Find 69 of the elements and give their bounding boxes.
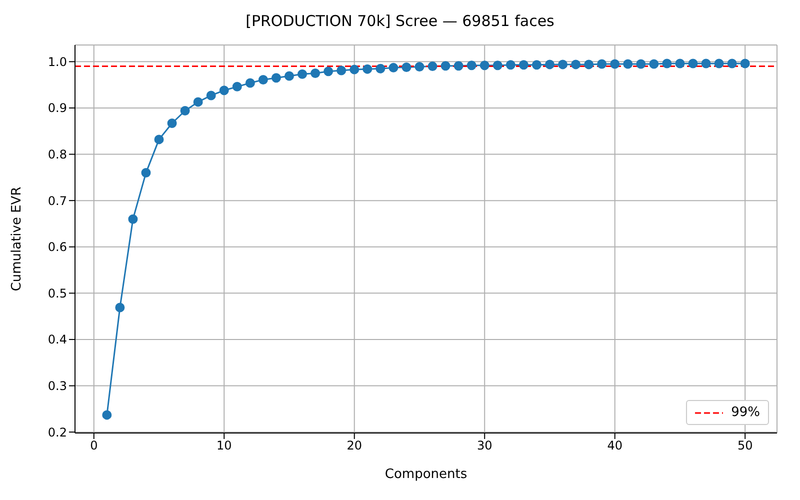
point bbox=[402, 62, 412, 72]
y-tick-label: 0.4 bbox=[48, 332, 67, 347]
point bbox=[154, 134, 164, 144]
point bbox=[284, 71, 294, 81]
point bbox=[506, 60, 516, 70]
chart-title: [PRODUCTION 70k] Scree — 69851 faces bbox=[244, 12, 556, 30]
point bbox=[466, 60, 476, 70]
point bbox=[128, 214, 138, 224]
point bbox=[440, 61, 450, 71]
point bbox=[219, 86, 229, 96]
y-axis-title: Cumulative EVR bbox=[10, 186, 25, 292]
point bbox=[584, 60, 594, 70]
point bbox=[571, 60, 581, 70]
y-tick-label: 0.3 bbox=[48, 379, 67, 394]
point bbox=[388, 62, 398, 72]
point bbox=[492, 60, 502, 70]
point bbox=[636, 59, 646, 69]
point bbox=[544, 60, 554, 70]
point bbox=[324, 66, 334, 76]
x-tick-label: 50 bbox=[737, 438, 753, 453]
point bbox=[180, 106, 190, 116]
x-tick-label: 10 bbox=[216, 438, 232, 453]
point bbox=[558, 60, 568, 70]
x-tick-label: 30 bbox=[476, 438, 492, 453]
point bbox=[610, 59, 620, 69]
point bbox=[688, 58, 698, 68]
point bbox=[675, 58, 685, 68]
point bbox=[245, 78, 255, 88]
point bbox=[141, 168, 151, 178]
x-axis-title: Components bbox=[384, 467, 468, 482]
point bbox=[167, 118, 177, 128]
point bbox=[206, 90, 216, 100]
point bbox=[740, 58, 750, 68]
point bbox=[258, 74, 268, 84]
point bbox=[727, 58, 737, 68]
point bbox=[532, 60, 542, 70]
point bbox=[518, 60, 528, 70]
point bbox=[623, 59, 633, 69]
point bbox=[362, 64, 372, 74]
point bbox=[597, 59, 607, 69]
point bbox=[701, 58, 711, 68]
y-tick-label: 0.7 bbox=[48, 194, 67, 208]
point bbox=[454, 61, 464, 71]
point bbox=[414, 62, 424, 72]
point bbox=[376, 64, 386, 74]
point bbox=[336, 66, 346, 76]
point bbox=[649, 59, 659, 69]
point bbox=[115, 302, 125, 312]
y-tick-label: 0.8 bbox=[48, 148, 67, 162]
point bbox=[714, 58, 724, 68]
y-tick-label: 0.9 bbox=[48, 101, 67, 116]
point bbox=[428, 62, 438, 72]
x-tick-label: 20 bbox=[346, 438, 362, 453]
x-tick-label: 0 bbox=[90, 438, 98, 453]
point bbox=[310, 68, 320, 78]
y-tick-label: 0.2 bbox=[48, 425, 67, 440]
point bbox=[480, 60, 490, 70]
point bbox=[298, 69, 308, 79]
y-tick-label: 0.5 bbox=[48, 286, 67, 300]
x-tick-label: 40 bbox=[607, 438, 622, 453]
point bbox=[102, 410, 112, 420]
y-tick-label: 0.6 bbox=[48, 240, 67, 254]
point bbox=[271, 73, 281, 83]
point bbox=[193, 97, 203, 107]
point bbox=[662, 58, 672, 68]
legend-label: 99% bbox=[731, 405, 760, 420]
point bbox=[350, 64, 360, 74]
point bbox=[232, 82, 242, 92]
y-tick-label: 1.0 bbox=[48, 54, 67, 69]
